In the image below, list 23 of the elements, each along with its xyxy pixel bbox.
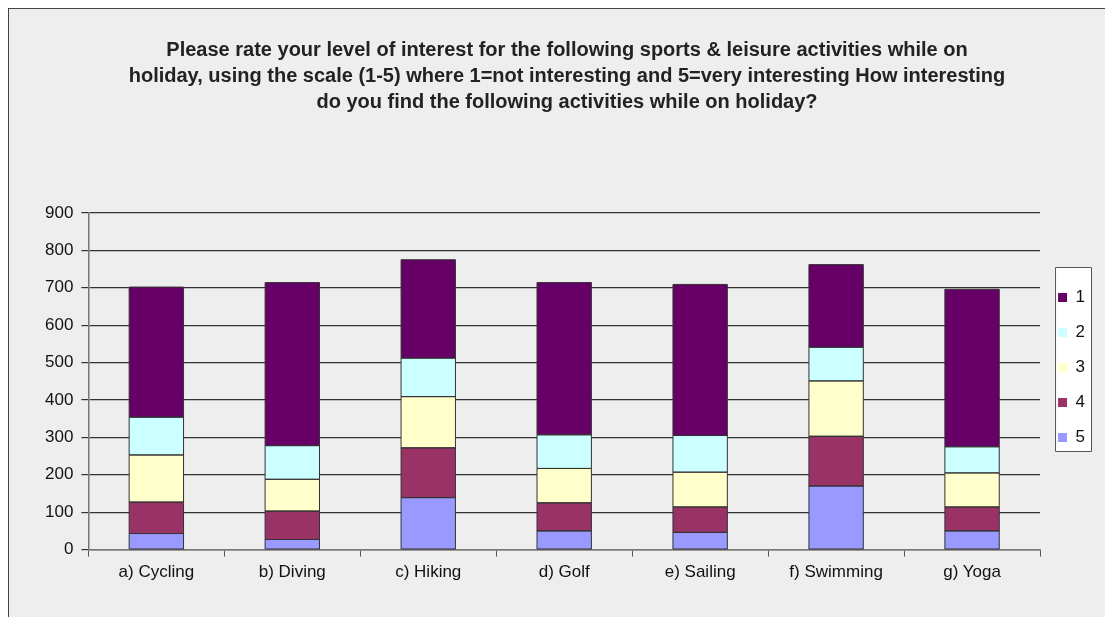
y-tick-label: 200 [44, 464, 74, 484]
y-tick-label: 100 [44, 501, 74, 521]
x-tick-label: g) Yoga [943, 562, 1002, 582]
y-tick-label: 800 [44, 240, 74, 260]
legend-label: 5 [1075, 427, 1086, 447]
legend-label: 4 [1075, 392, 1086, 412]
x-tick-label: d) Golf [538, 562, 590, 582]
y-tick-label: 0 [63, 539, 74, 559]
y-tick-label: 400 [44, 389, 74, 409]
y-tick-label: 300 [44, 427, 74, 447]
x-tick-label: c) Hiking [395, 562, 462, 582]
legend-label: 2 [1075, 322, 1086, 342]
x-tick-label: e) Sailing [664, 562, 736, 582]
y-tick-label: 900 [44, 202, 74, 222]
x-tick-label: f) Swimming [789, 562, 883, 582]
x-tick-label: a) Cycling [118, 562, 195, 582]
y-tick-label: 500 [44, 352, 74, 372]
legend-label: 3 [1075, 357, 1086, 377]
chart-title: Please rate your level of interest for the following sports & leisure activities while on holiday, using the scale (1-5) where 1=not interesting and 5=very interesting How interesting do you find the following activities while on holiday? [127, 37, 1007, 114]
y-tick-label: 700 [44, 277, 74, 297]
legend-label: 1 [1075, 287, 1086, 307]
y-tick-label: 600 [44, 314, 74, 334]
x-tick-label: b) Diving [258, 562, 326, 582]
